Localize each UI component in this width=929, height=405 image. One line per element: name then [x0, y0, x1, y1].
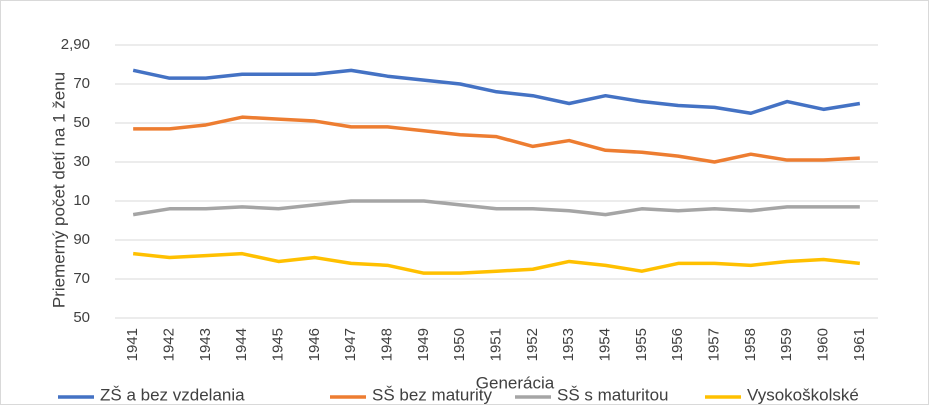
series-line [132, 251, 861, 275]
y-tick-label: 90 [73, 231, 90, 248]
x-tick-label: 1947 [342, 328, 359, 361]
y-tick-label: 50 [73, 309, 90, 326]
series-line [132, 199, 860, 217]
x-tick-label: 1961 [851, 328, 868, 361]
y-tick-label: 70 [73, 270, 90, 287]
x-tick-label: 1942 [160, 328, 177, 361]
legend-label: SŠ bez maturity [372, 385, 492, 404]
legend-label: ZŠ a bez vzdelania [100, 385, 245, 404]
x-tick-label: 1946 [306, 328, 323, 361]
x-tick-label: 1957 [705, 328, 722, 361]
x-tick-label: 1948 [378, 328, 395, 361]
y-tick-label: 10 [73, 192, 90, 209]
x-tick-label: 1943 [197, 328, 214, 361]
x-tick-label: 1945 [269, 328, 286, 361]
x-tick-label: 1954 [596, 328, 613, 361]
x-tick-label: 1941 [124, 328, 141, 361]
y-tick-label: 70 [73, 75, 90, 92]
y-tick-label: 2,90 [61, 36, 90, 53]
x-tick-label: 1950 [451, 328, 468, 361]
x-tick-label: 1944 [233, 328, 250, 361]
legend-label: SŠ s maturitou [557, 385, 669, 404]
x-tick-label: 1951 [487, 328, 504, 361]
x-tick-label: 1953 [560, 328, 577, 361]
y-axis-title: Priemerný počet detí na 1 ženu [49, 72, 68, 308]
x-tick-label: 1960 [814, 328, 831, 361]
x-tick-label: 1955 [633, 328, 650, 361]
legend-label: Vysokoškolské [747, 385, 859, 404]
series-line [133, 115, 860, 164]
x-tick-label: 1956 [669, 328, 686, 361]
y-tick-label: 50 [73, 114, 90, 131]
y-tick-label: 30 [73, 153, 90, 170]
x-tick-label: 1958 [742, 328, 759, 361]
x-axis-title: Generácia [476, 373, 555, 392]
x-tick-label: 1949 [415, 328, 432, 361]
x-tick-label: 1959 [778, 328, 795, 361]
series-line [132, 68, 861, 115]
x-tick-label: 1952 [524, 328, 541, 361]
